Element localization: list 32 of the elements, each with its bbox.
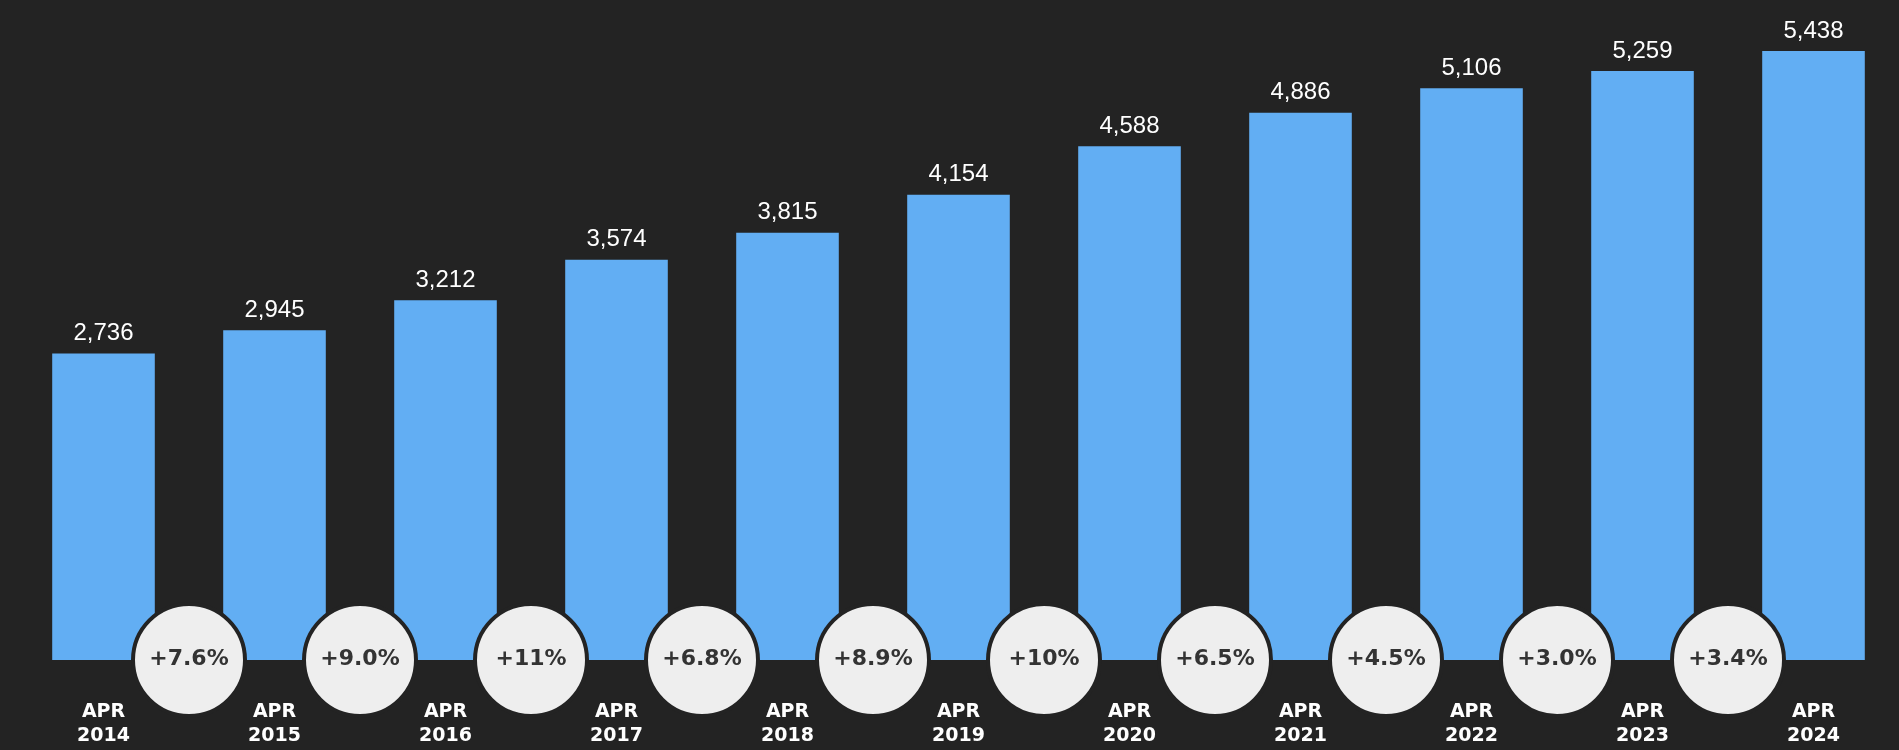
x-tick-label: APR 2020 — [1103, 699, 1156, 745]
annotation: +6.8% — [661, 645, 743, 670]
data-label: 2,736 — [73, 318, 134, 346]
data-label: 4,886 — [1270, 77, 1331, 105]
data-label: 4,154 — [928, 159, 989, 187]
x-tick-label: APR 2021 — [1274, 699, 1327, 745]
data-label: 5,259 — [1612, 35, 1673, 63]
x-tick-label: APR 2014 — [77, 699, 130, 745]
x-tick-label: APR 2016 — [419, 699, 472, 745]
annotation: +9.0% — [319, 645, 401, 670]
x-tick-label: APR 2023 — [1616, 699, 1669, 745]
annotation: +7.6% — [148, 645, 230, 670]
x-tick-label: APR 2019 — [932, 699, 985, 745]
annotation: +4.5% — [1345, 645, 1427, 670]
data-label: 3,212 — [415, 264, 476, 292]
data-label: 5,106 — [1441, 52, 1502, 80]
data-label: 5,438 — [1783, 15, 1844, 43]
x-tick-label: APR 2018 — [761, 699, 814, 745]
annotation: +3.4% — [1687, 645, 1769, 670]
data-label: 3,815 — [757, 197, 818, 225]
x-tick-label: APR 2017 — [590, 699, 643, 745]
annotation: +3.0% — [1516, 645, 1598, 670]
x-tick-label: APR 2022 — [1445, 699, 1498, 745]
x-tick-label: APR 2024 — [1787, 699, 1840, 745]
data-label: 2,945 — [244, 294, 305, 322]
data-label: 3,574 — [586, 224, 647, 252]
annotation: +11% — [494, 645, 568, 670]
annotation: +8.9% — [832, 645, 914, 670]
annotation: +6.5% — [1174, 645, 1256, 670]
x-tick-label: APR 2015 — [248, 699, 301, 745]
annotation: +10% — [1007, 645, 1081, 670]
data-label: 4,588 — [1099, 110, 1160, 138]
